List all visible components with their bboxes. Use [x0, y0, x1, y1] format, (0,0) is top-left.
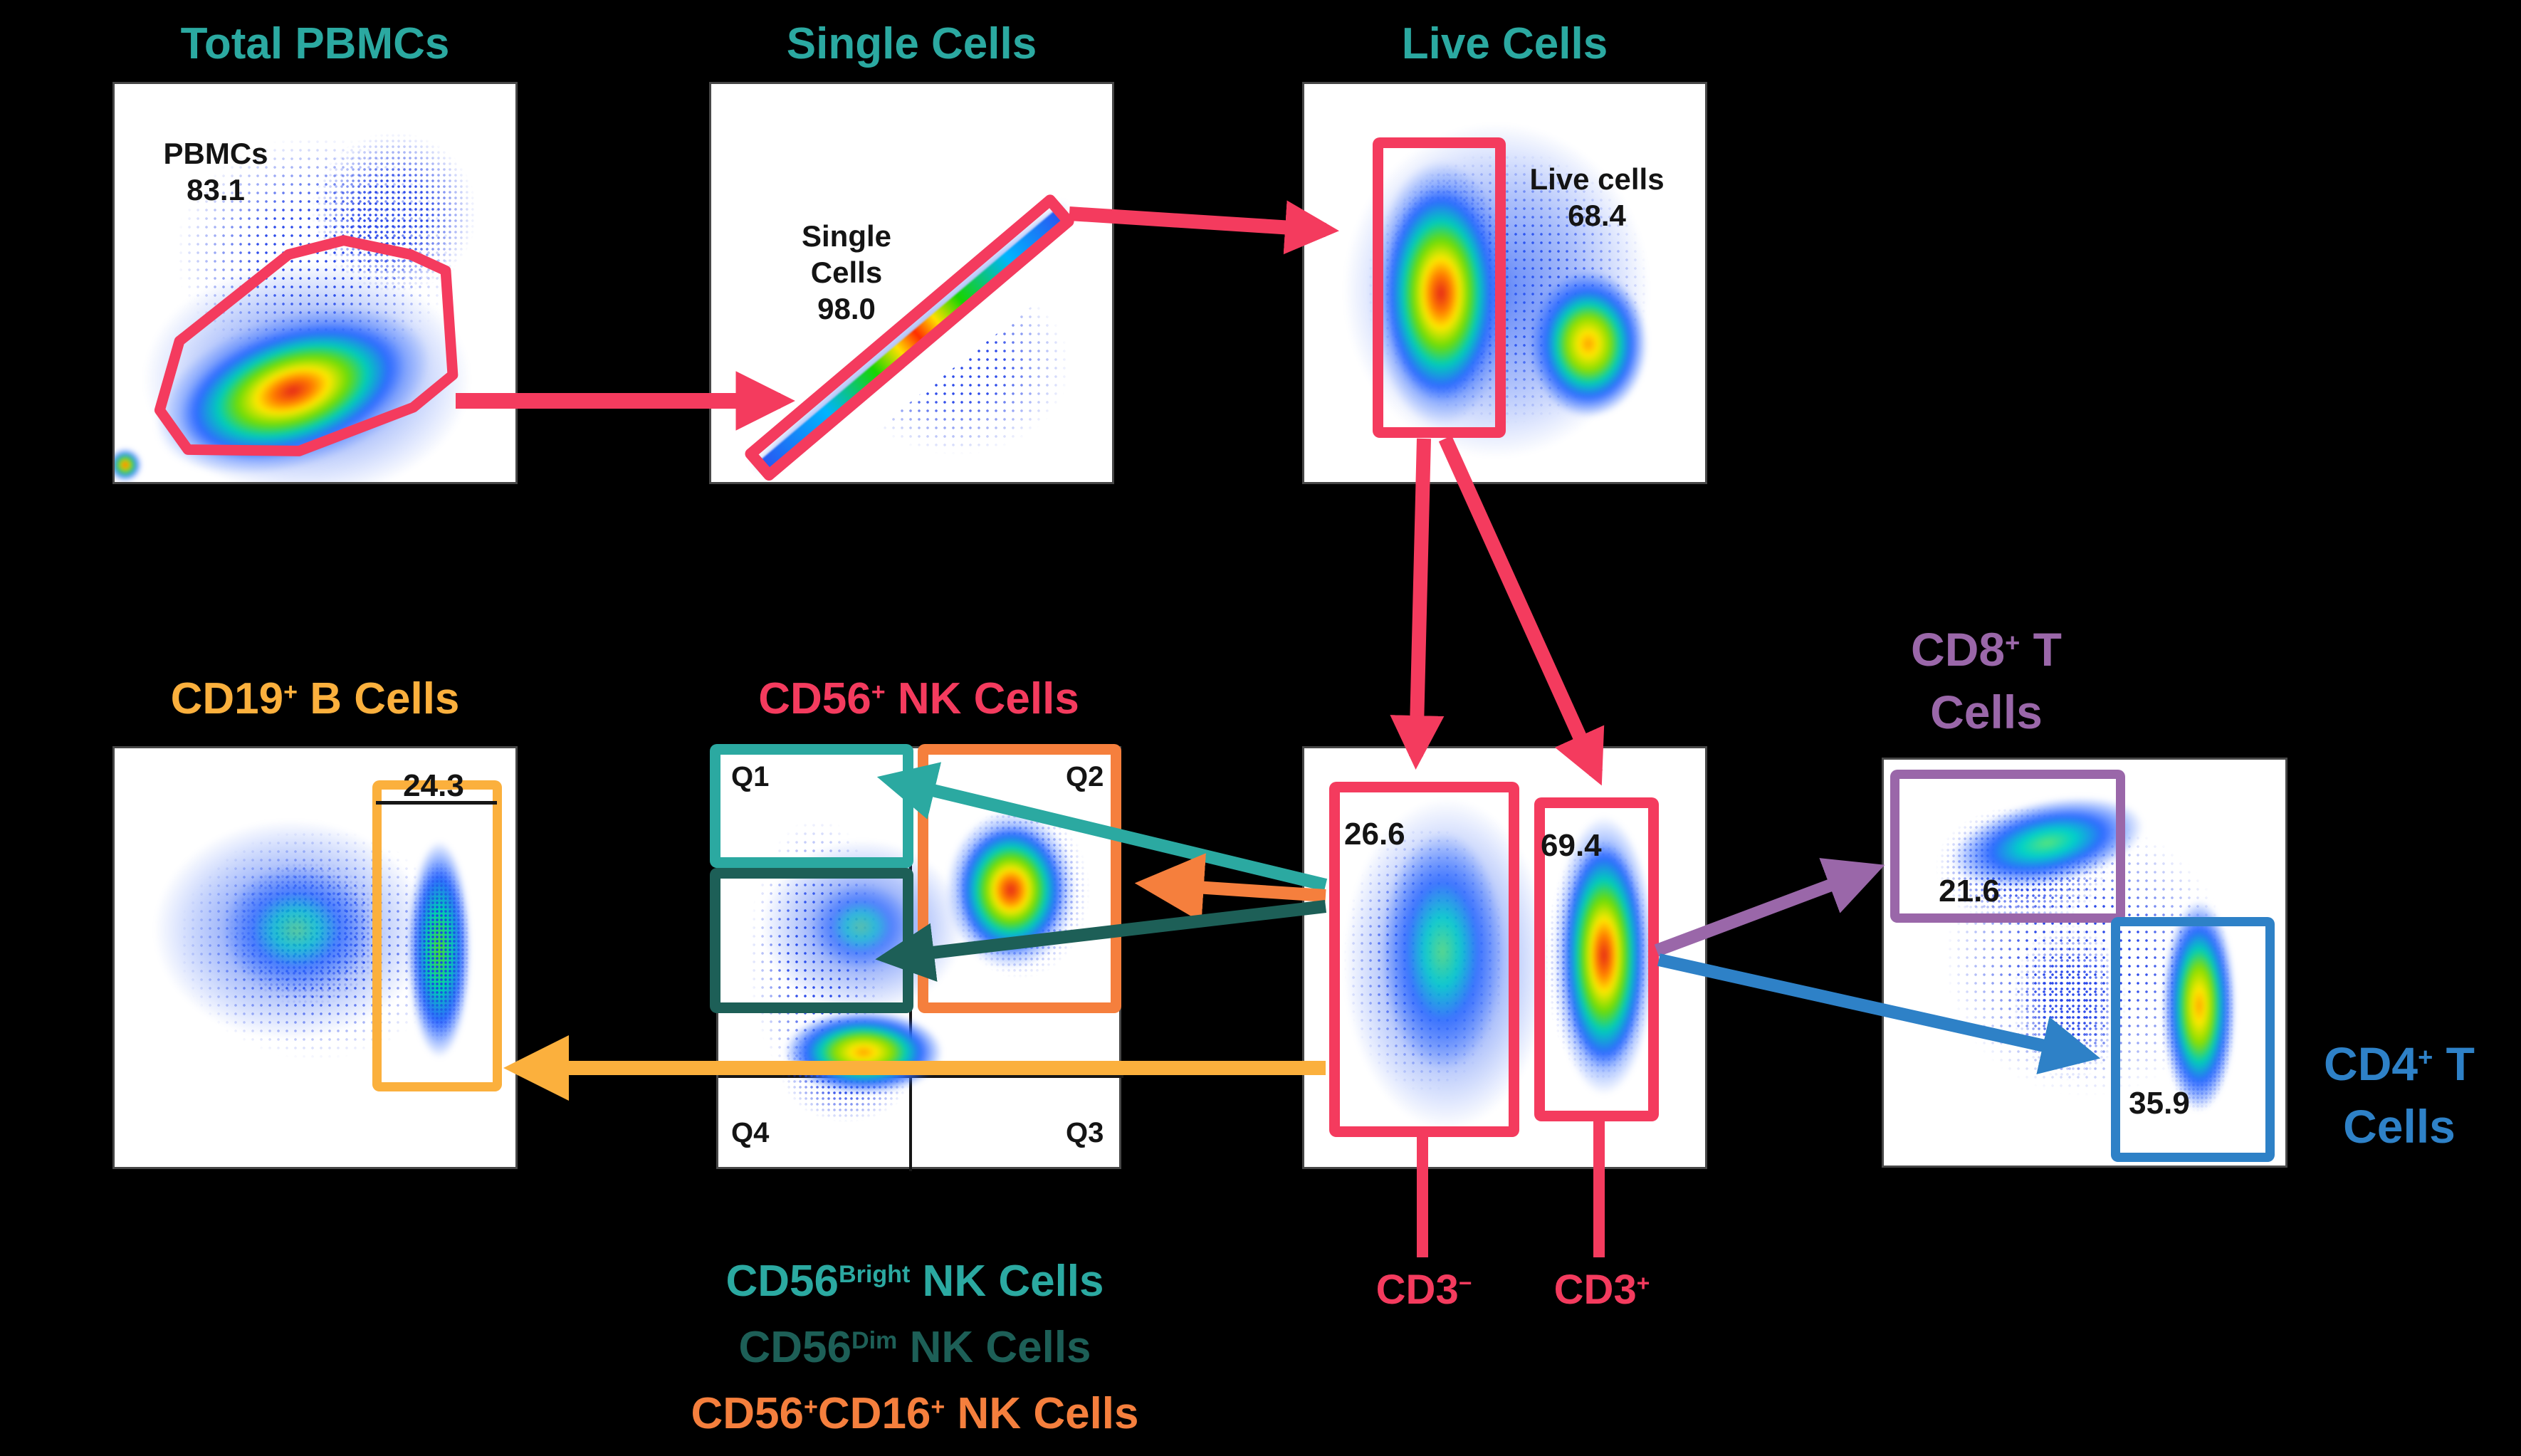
- title-cd19-rest: B Cells: [298, 674, 460, 723]
- gate-name-text: Live cells: [1529, 162, 1665, 196]
- label-cd4-t-cells: CD4+ T Cells: [2246, 1032, 2521, 1158]
- label-cd4-line2: Cells: [2343, 1100, 2456, 1153]
- title-single-cells: Single Cells: [786, 19, 1037, 68]
- arrow-live-to-cd3-positive: [1438, 435, 1605, 786]
- density-cloud-core: [134, 275, 451, 482]
- scatter-dots-dense: [282, 104, 506, 321]
- gate-live-cells: [1373, 137, 1506, 438]
- dead-population-core: [1529, 271, 1647, 417]
- gate-value-text: 98.0: [817, 292, 876, 326]
- gate-value-cd3-positive: 69.4: [1541, 828, 1602, 863]
- gate-cd19-positive: [372, 780, 502, 1091]
- gate-value-cd3-negative: 26.6: [1344, 817, 1405, 852]
- title-cd19-sup: +: [283, 679, 298, 706]
- gate-threshold-line: [376, 801, 497, 805]
- panel-total-pbmcs: PBMCs 83.1: [112, 82, 518, 484]
- arrow-cd3neg-to-cd56-cd16: [1134, 853, 1326, 923]
- title-live-cells: Live Cells: [1401, 19, 1608, 68]
- gate-value-text: 68.4: [1568, 199, 1626, 233]
- title-cd56-base: CD56: [758, 674, 871, 723]
- gate-cd8: [1890, 770, 2125, 923]
- gate-name-text: PBMCs: [163, 137, 268, 170]
- panel-cd19-b-cells: 24.3: [112, 746, 518, 1169]
- title-total-pbmcs: Total PBMCs: [180, 19, 450, 68]
- quadrant-divider-horizontal: [718, 1075, 1123, 1078]
- title-cd56-nk-cells: CD56+ NK Cells: [716, 674, 1121, 724]
- density-corner-spot: [115, 449, 142, 481]
- label-cd8-line2: Cells: [1930, 686, 2043, 739]
- non-b-cloud-core: [221, 866, 371, 994]
- gate-cd56-dim: [710, 868, 913, 1013]
- gate-label-live-cells: Live cells 68.4: [1515, 161, 1679, 234]
- density-cloud: [143, 262, 471, 482]
- label-cd8-t-cells: CD8+ T Cells: [1833, 618, 2139, 744]
- label-cd3-positive: CD3+: [1553, 1267, 1650, 1313]
- gate-name-text: Single Cells: [801, 219, 892, 290]
- label-cd3-negative: CD3−: [1375, 1267, 1472, 1313]
- gate-value-cd19: 24.3: [403, 768, 464, 803]
- gate-value-cd4: 35.9: [2129, 1086, 2190, 1121]
- gate-label-single-cells: Single Cells 98.0: [765, 218, 928, 328]
- nk-subset-legend: CD56Bright NK Cells CD56Dim NK Cells CD5…: [612, 1252, 1217, 1450]
- panel-single-cells: Single Cells 98.0: [709, 82, 1114, 484]
- gate-label-pbmcs: PBMCs 83.1: [152, 135, 280, 208]
- legend-cd56-dim: CD56Dim NK Cells: [738, 1323, 1091, 1372]
- label-cd8-line1: CD8+ T: [1911, 623, 2062, 676]
- title-cd19-base: CD19: [170, 674, 284, 723]
- arrow-live-to-cd3-negative: [1390, 438, 1445, 770]
- panel-t-cell-subsets: 21.6 35.9: [1882, 758, 2287, 1168]
- q4-population-core: [785, 1010, 943, 1094]
- title-cd56-rest: NK Cells: [885, 674, 1079, 723]
- panel-live-cells: Live cells 68.4: [1302, 82, 1707, 484]
- quadrant-label-q1: Q1: [731, 761, 770, 792]
- label-cd4-line1: CD4+ T: [2324, 1037, 2475, 1090]
- legend-cd56-cd16: CD56+CD16+ NK Cells: [691, 1389, 1139, 1438]
- title-cd56-sup: +: [871, 679, 886, 706]
- gate-value-cd8: 21.6: [1939, 874, 2000, 908]
- gate-cd3-negative: [1329, 782, 1519, 1137]
- quadrant-label-q4: Q4: [731, 1117, 770, 1148]
- gate-cd4: [2111, 917, 2275, 1162]
- panel-cd56-nk-cells: Q1 Q2 Q3 Q4: [710, 744, 1123, 1171]
- gate-cd3-positive: [1534, 797, 1659, 1121]
- gate-value-text: 83.1: [187, 173, 245, 207]
- title-cd19-b-cells: CD19+ B Cells: [112, 674, 518, 724]
- quadrant-label-q2: Q2: [1066, 761, 1104, 792]
- quadrant-label-q3: Q3: [1066, 1117, 1104, 1148]
- panel-cd3: 26.6 69.4: [1302, 746, 1707, 1169]
- legend-cd56-bright: CD56Bright NK Cells: [725, 1257, 1104, 1306]
